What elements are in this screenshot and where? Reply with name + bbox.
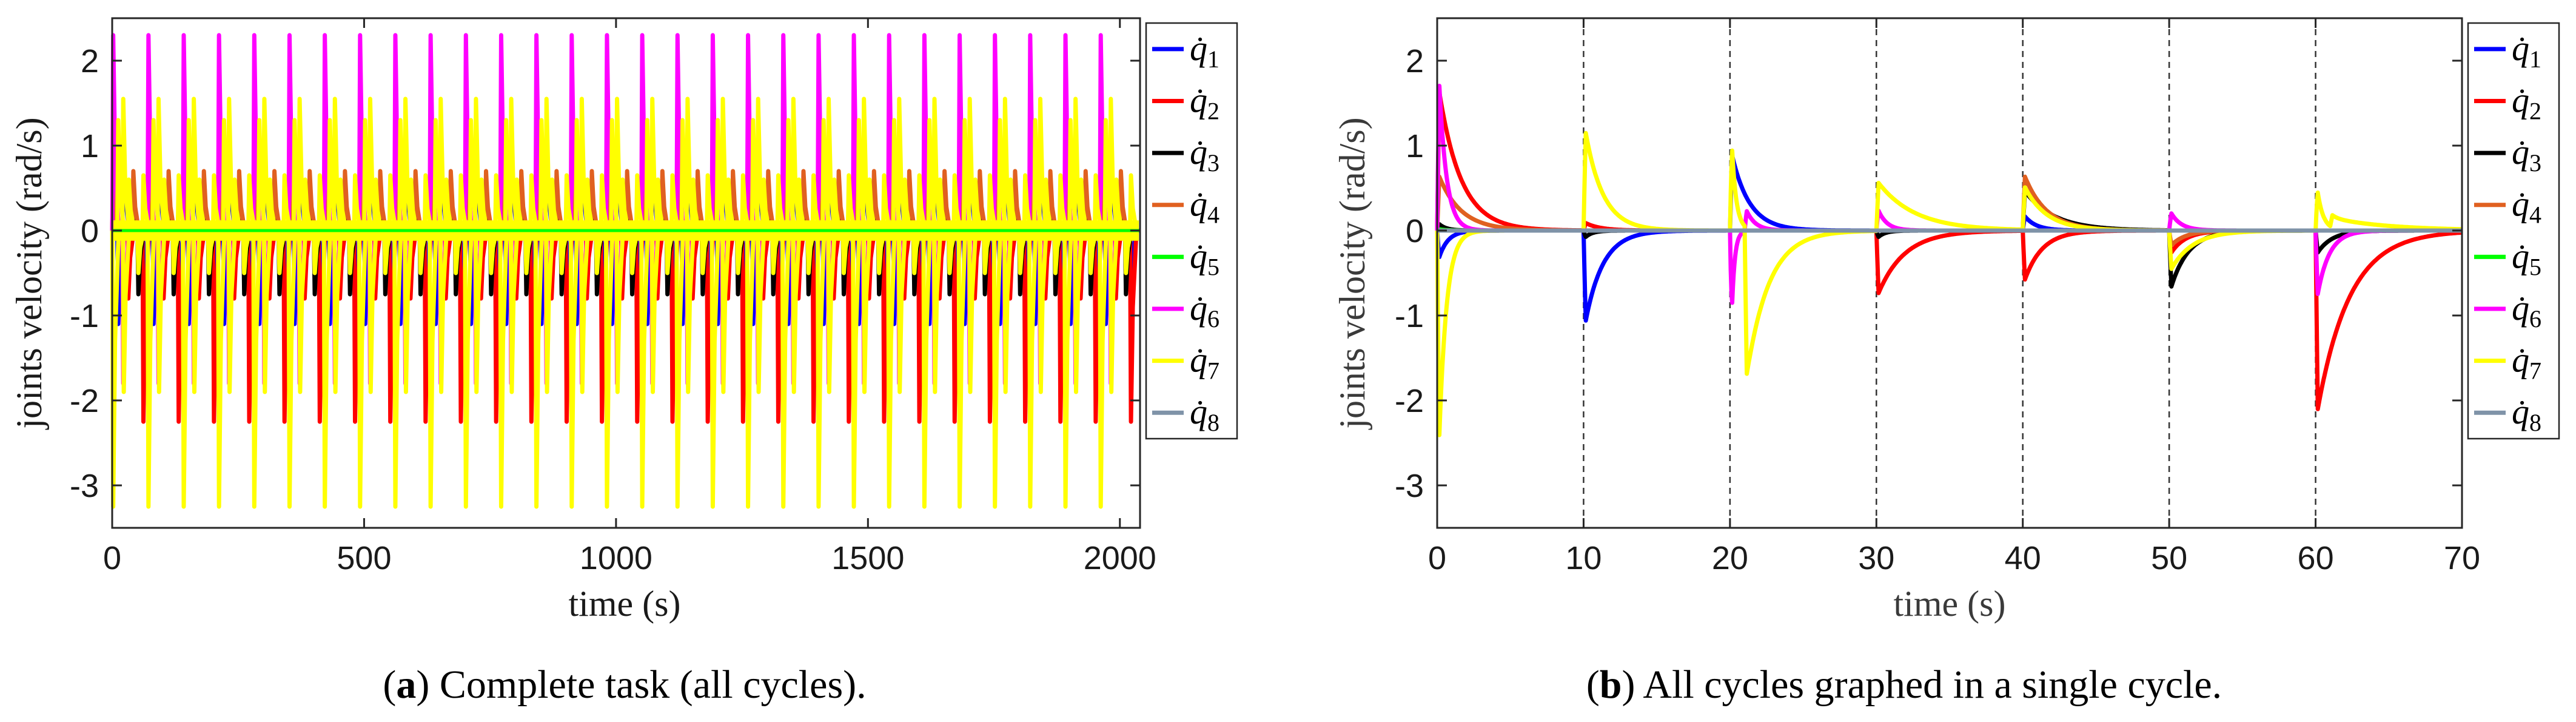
b-xtick-label: 70 [2444, 540, 2480, 576]
panel-a-xlabel: time (s) [569, 584, 681, 624]
b-series-q7 [1435, 130, 2464, 437]
b-series-q1 [1435, 154, 2464, 323]
panel-a-series-lines [110, 33, 1140, 509]
a-legend-box [1145, 22, 1238, 440]
b-xtick-label: 30 [1858, 540, 1894, 576]
a-ytick-label: 1 [81, 128, 99, 164]
panel-a-ticks: 0 500 1000 1500 2000 2 1 0 -1 -2 -3 [70, 18, 1156, 576]
a-xtick-label: 2000 [1084, 540, 1156, 576]
b-ytick-label: 2 [1406, 43, 1424, 79]
caption-b: (b) All cycles graphed in a single cycle… [1586, 663, 2222, 707]
panel-b-cycle-markers [1583, 18, 2316, 528]
a-ytick-label: -3 [70, 468, 99, 504]
panel-b-axes-frame [1436, 17, 2463, 529]
b-ytick-label: 1 [1406, 128, 1424, 164]
a-xtick-label: 500 [337, 540, 391, 576]
b-xtick-label: 20 [1712, 540, 1748, 576]
a-series-q7 [110, 96, 1140, 509]
caption-a-letter: a [396, 663, 416, 707]
caption-a: (a) Complete task (all cycles). [383, 663, 866, 707]
b-ytick-label: 0 [1406, 213, 1424, 249]
a-xtick-label: 1000 [580, 540, 652, 576]
a-ytick-label: -2 [70, 383, 99, 419]
b-legend-box [2467, 22, 2560, 440]
panel-a: 0 500 1000 1500 2000 2 1 0 -1 -2 -3 time (s) joint… [9, 17, 1238, 624]
a-ytick-label: -1 [70, 298, 99, 334]
b-ytick-label: -1 [1395, 298, 1424, 334]
panel-b-ylabel: joints velocity (rad/s) [1332, 117, 1372, 430]
panel-b-series-lines [1435, 84, 2464, 437]
a-xtick-label: 1500 [831, 540, 904, 576]
b-xtick-label: 0 [1428, 540, 1446, 576]
b-ytick-label: -2 [1395, 383, 1424, 419]
b-ytick-label: -3 [1395, 468, 1424, 504]
a-xtick-label: 0 [103, 540, 121, 576]
b-xtick-label: 40 [2005, 540, 2041, 576]
caption-b-text: ) All cycles graphed in a single cycle. [1622, 663, 2222, 707]
b-series-q2 [1435, 90, 2464, 411]
b-xtick-label: 10 [1565, 540, 1602, 576]
b-legend-label-q3: q̇3 [2512, 132, 2541, 177]
b-xtick-label: 50 [2151, 540, 2187, 576]
caption-a-text: ) Complete task (all cycles). [416, 663, 866, 707]
caption-b-open: ( [1586, 663, 1600, 707]
panel-b-legend: q̇1q̇2q̇3q̇4q̇5q̇6q̇7q̇8 [2467, 22, 2560, 440]
caption-b-letter: b [1600, 663, 1622, 707]
a-ytick-label: 2 [81, 43, 99, 79]
a-ytick-label: 0 [81, 213, 99, 249]
panel-b-xlabel: time (s) [1894, 584, 2006, 624]
panel-a-legend: q̇1q̇2q̇3q̇4q̇5q̇6q̇7q̇8 [1145, 22, 1238, 440]
panel-a-axes-frame [111, 17, 1141, 529]
b-legend-label-q4: q̇4 [2512, 184, 2541, 229]
b-series-q3 [1435, 189, 2464, 289]
b-series-q6 [1435, 84, 2464, 305]
b-xtick-label: 60 [2298, 540, 2334, 576]
panel-a-ylabel: joints velocity (rad/s) [9, 117, 49, 430]
caption-a-open: ( [383, 663, 396, 707]
